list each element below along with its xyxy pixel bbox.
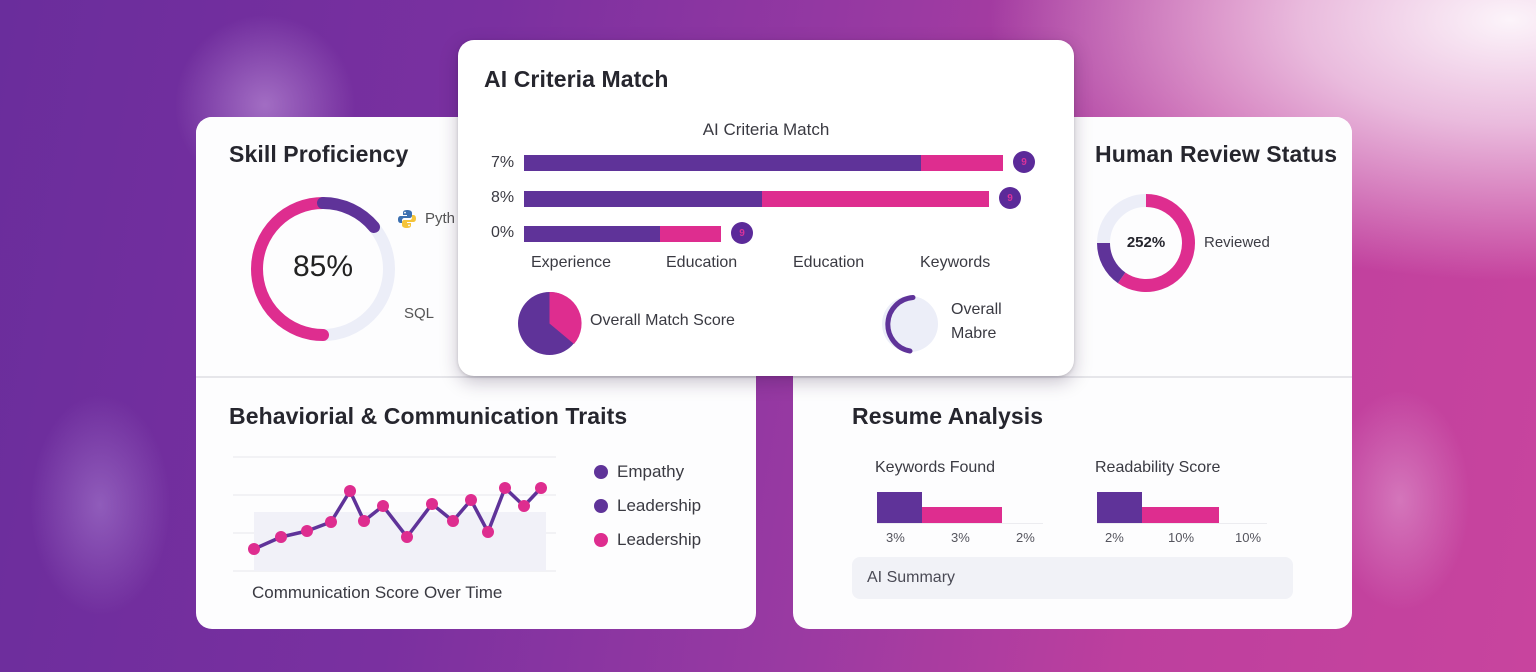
readability-tick: 10% — [1235, 530, 1262, 545]
skill-sql-label: SQL — [404, 305, 435, 322]
chart-caption: Communication Score Over Time — [252, 583, 503, 602]
keywords-axis — [877, 523, 1043, 524]
bar-segment-pink — [762, 191, 989, 207]
ai-criteria-card: AI Criteria Match AI Criteria Match 7% 9… — [458, 40, 1074, 376]
readability-tick: 2% — [1105, 530, 1124, 545]
divider — [793, 376, 1352, 378]
skill-python-label: Pyth — [425, 210, 456, 227]
keywords-found-label: Keywords Found — [875, 459, 996, 476]
keywords-bar-purple — [877, 492, 922, 524]
bar-segment-pink — [921, 155, 1003, 171]
legend-dot-leadership-pink — [594, 533, 608, 547]
row-badge: 9 — [999, 187, 1021, 209]
skill-donut-chart — [251, 196, 395, 341]
overall-match-label: Overall Match Score — [590, 312, 735, 329]
bar-segment-pink — [660, 226, 721, 242]
skill-percentage: 85% — [292, 250, 354, 283]
review-percentage: 252% — [1126, 234, 1166, 251]
bar-segment-purple — [524, 226, 660, 242]
row-badge: 9 — [1013, 151, 1035, 173]
behavioral-title: Behaviorial & Communication Traits — [229, 403, 628, 429]
ai-criteria-title: AI Criteria Match — [484, 66, 669, 92]
keywords-tick: 3% — [951, 530, 970, 545]
row-label: 7% — [491, 154, 515, 171]
communication-line-chart — [233, 456, 556, 572]
keywords-tick: 2% — [1016, 530, 1035, 545]
overall-progress-ring — [882, 295, 938, 354]
x-axis-label: Experience — [531, 254, 612, 271]
python-icon — [398, 210, 416, 228]
bar-segment-purple — [524, 191, 762, 207]
row-label: 8% — [491, 189, 515, 206]
overall-label-line1: Overall — [951, 301, 1002, 318]
review-donut-chart — [1097, 194, 1195, 292]
bar-segment-purple — [524, 155, 921, 171]
ai-summary-box[interactable]: AI Summary — [852, 557, 1293, 599]
legend-label: Leadership — [617, 530, 702, 549]
row-badge: 9 — [731, 222, 753, 244]
legend-label: Leadership — [617, 496, 702, 515]
ai-summary-label: AI Summary — [867, 569, 956, 586]
readability-bar-pink — [1142, 507, 1219, 524]
divider — [196, 376, 756, 378]
resume-analysis-title: Resume Analysis — [852, 403, 1044, 429]
skill-proficiency-title: Skill Proficiency — [229, 141, 409, 167]
readability-axis — [1097, 523, 1267, 524]
keywords-tick: 3% — [886, 530, 905, 545]
x-axis-label: Education — [666, 254, 738, 271]
keywords-bar-pink — [922, 507, 1002, 524]
readability-bar-purple — [1097, 492, 1142, 524]
row-label: 0% — [491, 224, 515, 241]
human-review-title: Human Review Status — [1095, 141, 1338, 167]
overall-label-line2: Mabre — [951, 325, 997, 342]
legend-dot-leadership — [594, 499, 608, 513]
x-axis-label: Keywords — [920, 254, 991, 271]
readability-score-label: Readability Score — [1095, 459, 1221, 476]
x-axis-label: Education — [793, 254, 865, 271]
chart-title-text: AI Criteria Match — [702, 120, 830, 139]
overall-match-pie — [518, 291, 582, 355]
legend-dot-empathy — [594, 465, 608, 479]
ai-criteria-chart-title: AI Criteria Match — [458, 120, 1074, 140]
review-legend-label: Reviewed — [1204, 234, 1270, 251]
legend-label: Empathy — [617, 462, 685, 481]
readability-tick: 10% — [1168, 530, 1195, 545]
